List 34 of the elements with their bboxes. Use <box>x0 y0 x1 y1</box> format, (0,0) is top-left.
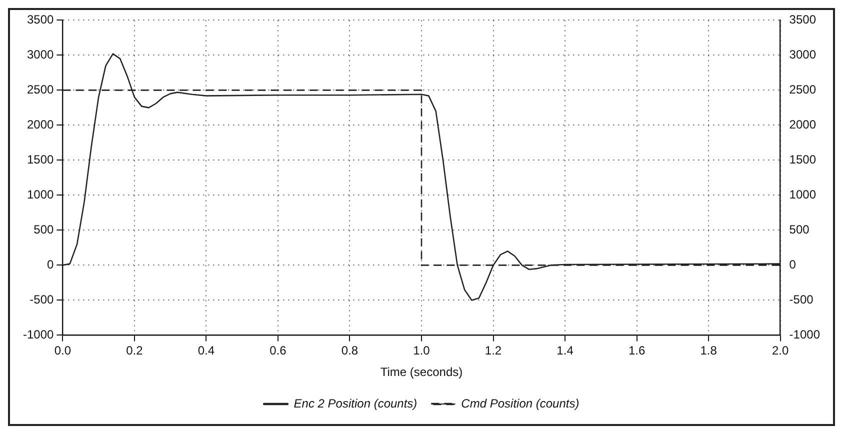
x-tick-label: 1.8 <box>700 344 718 358</box>
y2-tick-label: 3000 <box>789 48 816 62</box>
x-tick-label: 0.4 <box>198 344 215 358</box>
y-tick-label: -500 <box>30 292 54 307</box>
x-tick-label: 0.0 <box>54 344 72 358</box>
y2-tick-label: 2000 <box>789 118 816 132</box>
y-tick-label: 2500 <box>26 82 54 97</box>
y-tick-label: 1000 <box>26 188 54 202</box>
legend-label: Cmd Position (counts) <box>461 396 580 410</box>
y-tick-label: -1000 <box>22 328 54 342</box>
x-tick-label: 0.8 <box>341 344 358 358</box>
y2-tick-label: 1000 <box>789 188 816 202</box>
y2-tick-label: -500 <box>789 292 814 307</box>
y-tick-label: 2000 <box>26 118 54 132</box>
y-tick-label: 3500 <box>26 12 54 27</box>
y2-tick-label: 0 <box>789 258 796 272</box>
x-axis-title: Time (seconds) <box>380 365 463 380</box>
legend-label: Enc 2 Position (counts) <box>294 396 418 410</box>
x-tick-label: 0.2 <box>126 344 144 358</box>
y-tick-label: 1500 <box>26 152 54 167</box>
y2-tick-label: 500 <box>789 222 810 237</box>
y-tick-label: 500 <box>34 222 54 237</box>
x-tick-label: 1.6 <box>628 344 646 358</box>
y-tick-label: 0 <box>47 258 54 272</box>
x-tick-label: 0.6 <box>270 344 287 358</box>
x-tick-label: 2.0 <box>772 344 789 358</box>
x-tick-label: 1.4 <box>556 344 574 358</box>
x-tick-label: 1.2 <box>484 344 502 358</box>
y2-tick-label: 3500 <box>789 12 816 27</box>
y2-tick-label: 1500 <box>789 152 816 167</box>
y2-tick-label: 2500 <box>789 82 816 97</box>
y2-tick-label: -1000 <box>789 328 820 342</box>
y-tick-label: 3000 <box>26 48 54 62</box>
x-tick-label: 1.0 <box>413 344 430 358</box>
